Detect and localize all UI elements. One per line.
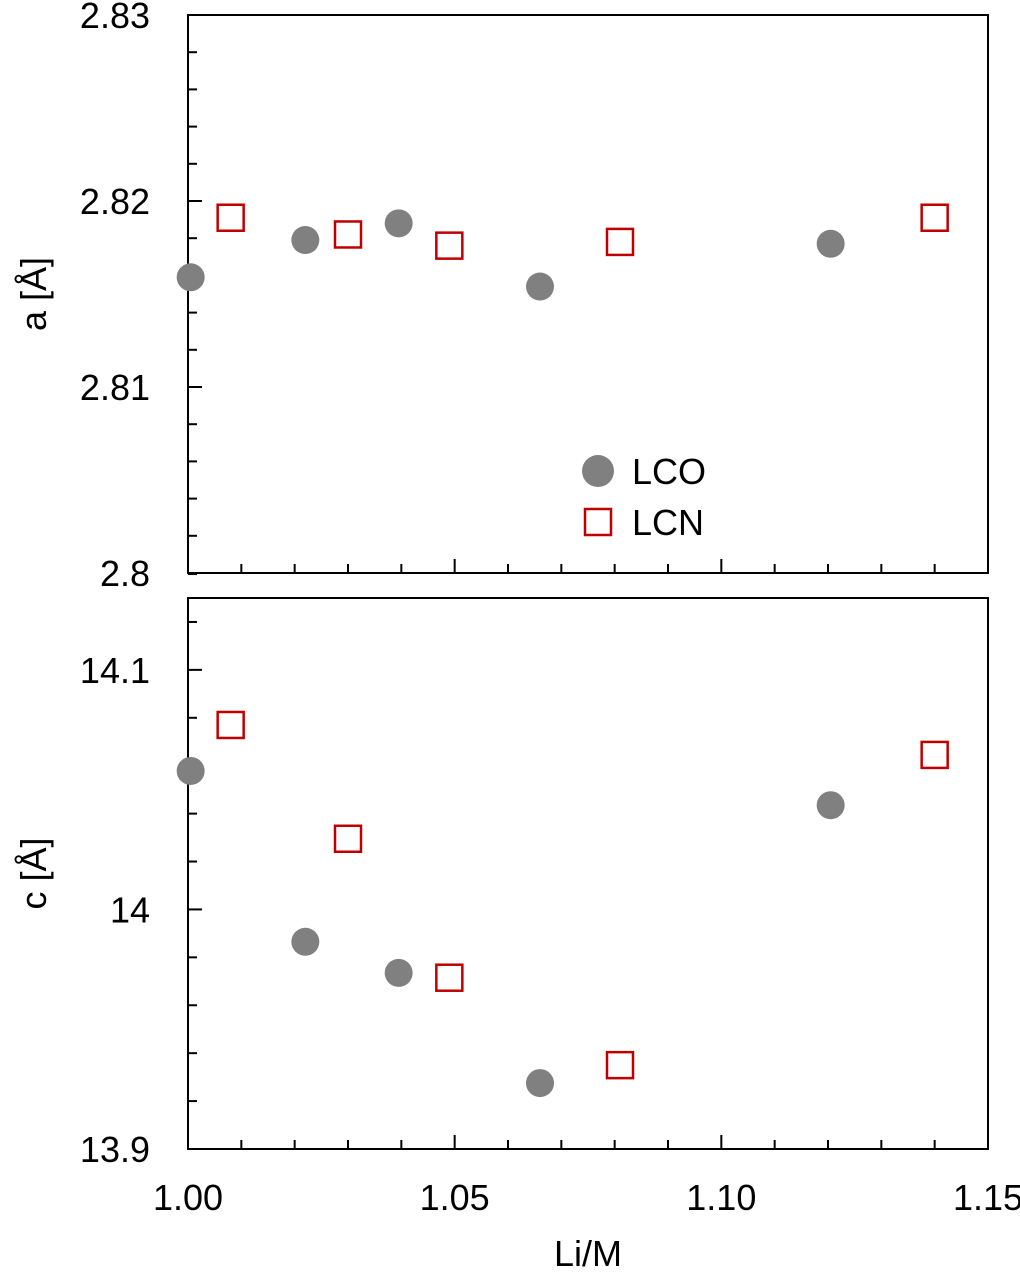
data-point-lco	[816, 229, 845, 258]
x-tick-label: 1.05	[420, 1177, 490, 1218]
y-tick-label: 14	[110, 889, 150, 930]
data-point-lco	[384, 209, 413, 238]
data-point-lcn	[605, 227, 635, 257]
data-point-lco	[291, 226, 320, 255]
data-point-lcn	[605, 1050, 635, 1080]
y-axis-label: a [Å]	[13, 257, 54, 331]
data-point-lco	[176, 756, 205, 785]
y-axis-label: c [Å]	[13, 837, 54, 909]
x-tick-label: 1.10	[686, 1177, 756, 1218]
data-point-lcn	[333, 220, 363, 249]
legend-label-lcn: LCN	[632, 502, 704, 543]
data-point-lcn	[920, 740, 949, 770]
data-point-lco	[384, 958, 413, 987]
x-tick-label: 1.15	[953, 1177, 1020, 1218]
legend-label-lco: LCO	[632, 451, 706, 492]
y-tick-label: 2.82	[80, 181, 150, 222]
data-point-lcn	[920, 203, 949, 232]
data-point-lco	[291, 927, 320, 956]
x-axis-label: Li/M	[554, 1233, 622, 1272]
data-point-lcn	[333, 824, 363, 854]
legend-marker-lco	[582, 455, 614, 487]
data-point-lcn	[435, 231, 464, 260]
y-tick-label: 2.8	[100, 553, 150, 594]
data-point-lcn	[435, 963, 464, 992]
data-point-lco	[176, 263, 205, 292]
data-point-lco	[816, 791, 845, 820]
y-tick-label: 14.1	[80, 650, 150, 691]
data-point-lco	[526, 272, 554, 301]
y-tick-label: 2.83	[80, 0, 150, 36]
legend-marker-lcn	[583, 507, 613, 537]
y-tick-label: 13.9	[80, 1129, 150, 1170]
y-tick-label: 2.81	[80, 367, 150, 408]
x-tick-label: 1.00	[153, 1177, 223, 1218]
data-point-lcn	[216, 203, 245, 232]
data-point-lco	[526, 1069, 554, 1098]
data-point-lcn	[216, 710, 245, 740]
plot-frame	[187, 14, 989, 574]
plot-frame	[187, 597, 989, 1150]
